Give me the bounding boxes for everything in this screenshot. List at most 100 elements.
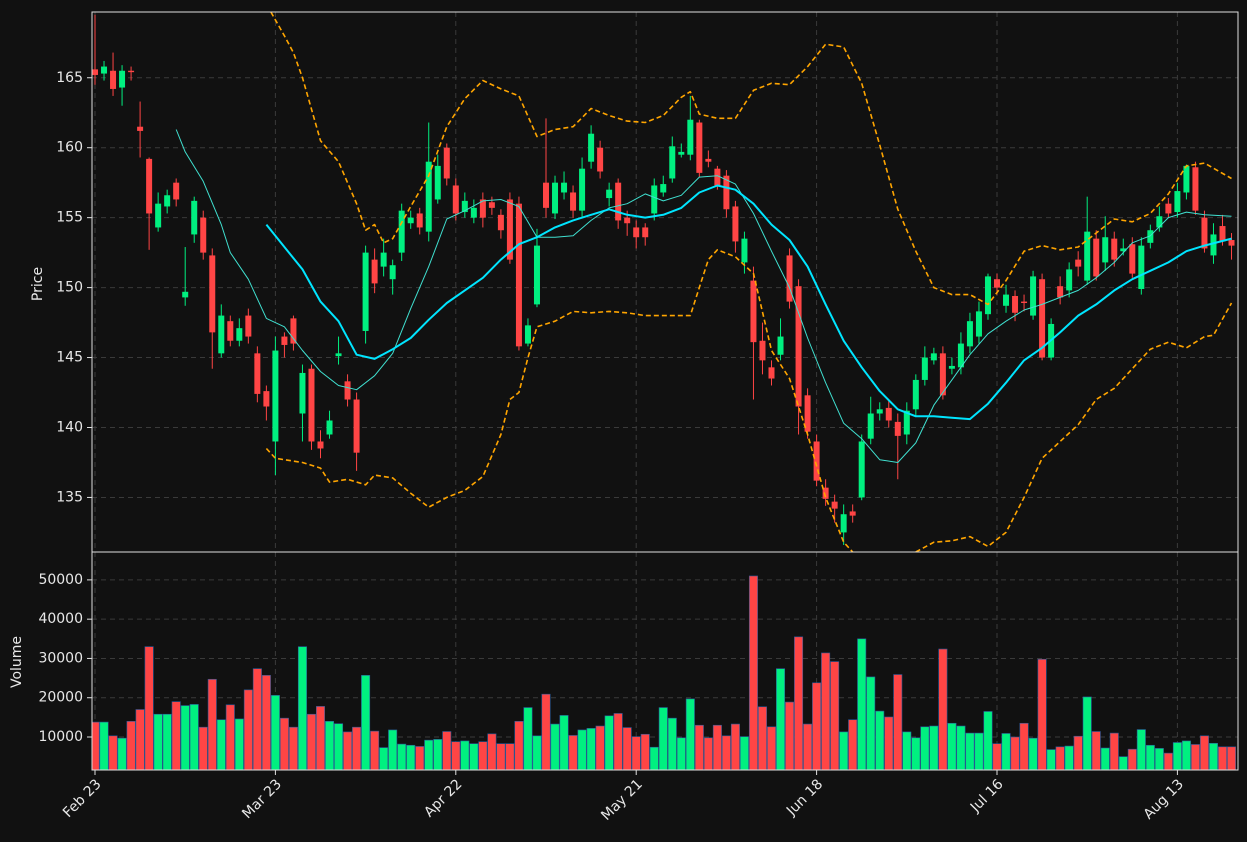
candle-body [110, 70, 117, 89]
volume-bar [1145, 744, 1155, 770]
price-tick-label: 140 [56, 419, 83, 435]
volume-bar [947, 722, 957, 770]
volume-bar [297, 646, 307, 770]
volume-bar [162, 713, 172, 770]
volume-bar [911, 737, 921, 770]
volume-bar [577, 729, 587, 770]
volume-bar [812, 682, 822, 770]
candle-body [588, 133, 595, 162]
candle-body [326, 420, 333, 435]
candle-body [218, 315, 225, 354]
candle-body [452, 185, 459, 214]
volume-bar [676, 737, 686, 770]
volume-bar [1064, 745, 1074, 770]
volume-bar [92, 721, 100, 770]
candle-body [732, 206, 739, 242]
volume-bar [766, 726, 776, 770]
volume-bar [875, 710, 885, 770]
volume-tick-label: 40000 [38, 611, 83, 627]
price-tick-label: 155 [56, 210, 83, 226]
volume-bar [640, 733, 650, 770]
candle-body [209, 255, 216, 333]
volume-bar [757, 706, 767, 770]
candle-body [1165, 203, 1172, 214]
candle-body [1183, 165, 1190, 193]
candle-body [479, 199, 486, 218]
volume-bar [866, 676, 876, 770]
candle-body [1201, 217, 1208, 249]
volume-bar [424, 739, 434, 770]
volume-bar [803, 723, 813, 770]
volume-bar [739, 736, 749, 770]
volume-bar [442, 731, 452, 770]
volume-bar [406, 744, 416, 770]
candle-body [254, 353, 261, 394]
candle-body [840, 514, 847, 533]
candle-body [903, 410, 910, 435]
candle-body [1030, 276, 1037, 316]
volume-bar [1127, 748, 1137, 770]
candle-body [524, 325, 531, 344]
volume-bar [1227, 746, 1237, 770]
candle-body [750, 280, 757, 343]
candle-body [957, 343, 964, 368]
line-layer [175, 12, 1233, 552]
volume-bar [839, 731, 849, 770]
volume-bar [983, 711, 993, 770]
candle-body [624, 217, 631, 224]
candle-body [497, 214, 504, 231]
volume-bar [135, 709, 145, 770]
volume-bar [523, 707, 533, 770]
volume-bar [1028, 737, 1038, 770]
volume-bar [658, 707, 668, 770]
candle-body [263, 391, 270, 407]
candle-body [714, 168, 721, 186]
volume-bar [613, 713, 623, 770]
volume-bar [451, 741, 461, 770]
volume-bar [785, 701, 795, 770]
volume-bar [929, 725, 939, 770]
candle-body [1075, 259, 1082, 267]
candle-body [1120, 248, 1127, 252]
candle-body [660, 184, 667, 193]
volume-bar [550, 723, 560, 770]
candle-body [191, 200, 198, 235]
candle-body [1138, 245, 1145, 289]
candle-body [1066, 269, 1073, 291]
candle-body [317, 441, 324, 449]
price-tick-label: 135 [56, 489, 83, 505]
candle-body [777, 336, 784, 355]
candle-body [561, 182, 568, 193]
volume-bar [1163, 752, 1173, 770]
volume-bar [370, 730, 380, 770]
volume-bar [1046, 749, 1056, 770]
volume-bar [325, 720, 335, 770]
volume-bar [857, 638, 867, 770]
volume-bar [261, 675, 271, 770]
line-dashed [265, 249, 1233, 552]
candle-body [975, 311, 982, 337]
candle-body [182, 291, 189, 298]
price-tick-label: 165 [56, 70, 83, 86]
volume-bar [776, 668, 786, 770]
volume-bar [884, 716, 894, 770]
candle-body [570, 192, 577, 211]
volume-bar [1019, 722, 1029, 770]
volume-bar [893, 674, 903, 770]
candle-body [1228, 240, 1235, 246]
candle-body [272, 350, 279, 442]
candle-body [1129, 244, 1136, 274]
candle-body [795, 286, 802, 407]
volume-bar [821, 652, 831, 770]
candle-body [579, 168, 586, 211]
candle-body [443, 147, 450, 179]
volume-bar [938, 648, 948, 770]
volume-bar [234, 718, 244, 770]
candle-body [245, 315, 252, 337]
volume-bar [631, 736, 641, 770]
candle-body [876, 409, 883, 414]
volume-bar [1082, 696, 1092, 770]
volume-bar [1181, 740, 1191, 770]
